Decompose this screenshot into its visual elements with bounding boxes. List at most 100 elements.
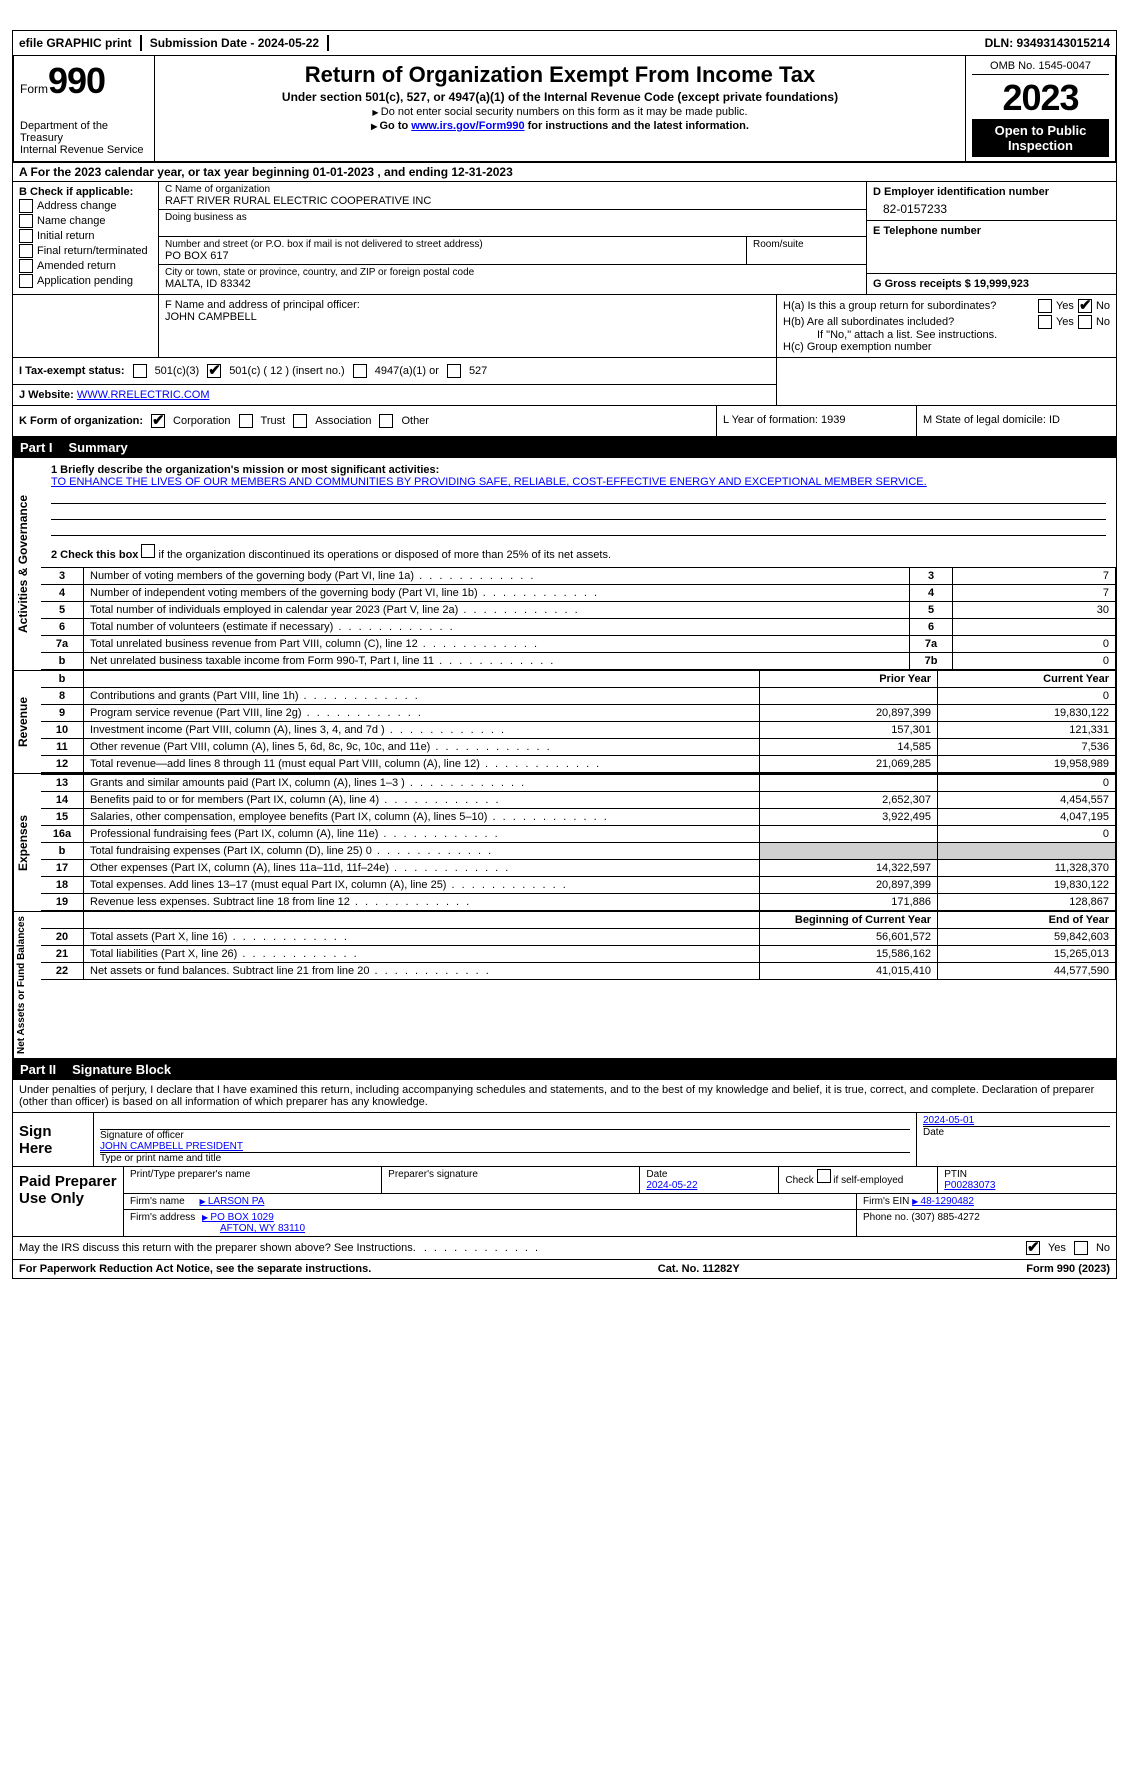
irs-link[interactable]: www.irs.gov/Form990: [411, 120, 524, 132]
cb-discuss-no[interactable]: [1074, 1241, 1088, 1255]
dept-label: Department of the Treasury: [20, 120, 148, 144]
section-f-h: F Name and address of principal officer:…: [12, 295, 1117, 358]
revenue-table: b Prior Year Current Year 8 Contribution…: [41, 671, 1116, 773]
section-c: C Name of organization RAFT RIVER RURAL …: [158, 182, 866, 294]
title-block: Return of Organization Exempt From Incom…: [154, 56, 965, 161]
cb-initial[interactable]: [19, 229, 33, 243]
section-i-j: I Tax-exempt status: 501(c)(3) 501(c) ( …: [12, 358, 1117, 406]
cb-other[interactable]: [379, 414, 393, 428]
phone: Phone no. (307) 885-4272: [856, 1210, 1116, 1236]
cb-ha-yes[interactable]: [1038, 299, 1052, 313]
table-row: 8 Contributions and grants (Part VIII, l…: [41, 688, 1116, 705]
declaration: Under penalties of perjury, I declare th…: [12, 1080, 1117, 1113]
sub2: Do not enter social security numbers on …: [161, 106, 959, 118]
net-table: Beginning of Current Year End of Year 20…: [41, 912, 1116, 980]
revenue-section: Revenue b Prior Year Current Year 8 Cont…: [12, 671, 1117, 774]
cb-discuss-yes[interactable]: [1026, 1241, 1040, 1255]
table-row: 20 Total assets (Part X, line 16) 56,601…: [41, 929, 1116, 946]
activities-section: Activities & Governance 1 Briefly descri…: [12, 458, 1117, 671]
table-row: 5 Total number of individuals employed i…: [41, 602, 1116, 619]
discuss-row: May the IRS discuss this return with the…: [12, 1237, 1117, 1260]
cb-hb-no[interactable]: [1078, 315, 1092, 329]
table-row: b Total fundraising expenses (Part IX, c…: [41, 843, 1116, 860]
irs-label: Internal Revenue Service: [20, 144, 148, 156]
form-header: Form990 Department of the Treasury Inter…: [12, 56, 1117, 163]
part2-header: Part II Signature Block: [12, 1059, 1117, 1080]
section-d-e-g: D Employer identification number 82-0157…: [866, 182, 1116, 294]
table-row: 3 Number of voting members of the govern…: [41, 568, 1116, 585]
topbar: efile GRAPHIC print Submission Date - 20…: [12, 30, 1117, 56]
mission-block: 1 Briefly describe the organization's mi…: [41, 458, 1116, 567]
cb-hb-yes[interactable]: [1038, 315, 1052, 329]
paid-preparer-block: Paid Preparer Use Only Print/Type prepar…: [12, 1167, 1117, 1237]
footer: For Paperwork Reduction Act Notice, see …: [12, 1260, 1117, 1279]
sign-here-block: Sign Here Signature of officer JOHN CAMP…: [12, 1113, 1117, 1167]
org-address: PO BOX 617: [165, 250, 740, 262]
table-row: 10 Investment income (Part VIII, column …: [41, 722, 1116, 739]
return-title: Return of Organization Exempt From Incom…: [161, 62, 959, 88]
firm-addr2: AFTON, WY 83110: [220, 1223, 850, 1234]
expenses-table: 13 Grants and similar amounts paid (Part…: [41, 774, 1116, 911]
firm-name: LARSON PA: [199, 1196, 264, 1207]
table-row: 7a Total unrelated business revenue from…: [41, 636, 1116, 653]
sub3: Go to www.irs.gov/Form990 for instructio…: [161, 120, 959, 132]
table-row: 13 Grants and similar amounts paid (Part…: [41, 775, 1116, 792]
firm-addr1: PO BOX 1029: [202, 1212, 274, 1223]
efile-label: efile GRAPHIC print: [19, 36, 132, 50]
cb-corp[interactable]: [151, 414, 165, 428]
cb-pending[interactable]: [19, 274, 33, 288]
cb-final[interactable]: [19, 244, 33, 258]
table-row: b Net unrelated business taxable income …: [41, 653, 1116, 670]
table-row: 19 Revenue less expenses. Subtract line …: [41, 894, 1116, 911]
dln-label: DLN: 93493143015214: [985, 36, 1110, 50]
website-link[interactable]: WWW.RRELECTRIC.COM: [77, 389, 210, 401]
year-box: OMB No. 1545-0047 2023 Open to Public In…: [965, 56, 1115, 161]
officer-name: JOHN CAMPBELL: [165, 311, 770, 323]
table-row: 22 Net assets or fund balances. Subtract…: [41, 963, 1116, 980]
firm-ein: 48-1290482: [912, 1196, 974, 1207]
table-row: 11 Other revenue (Part VIII, column (A),…: [41, 739, 1116, 756]
prep-date: 2024-05-22: [646, 1180, 772, 1191]
org-name: RAFT RIVER RURAL ELECTRIC COOPERATIVE IN…: [165, 195, 860, 207]
cb-527[interactable]: [447, 364, 461, 378]
cb-4947[interactable]: [353, 364, 367, 378]
table-row: 4 Number of independent voting members o…: [41, 585, 1116, 602]
table-row: 12 Total revenue—add lines 8 through 11 …: [41, 756, 1116, 773]
cb-address[interactable]: [19, 199, 33, 213]
officer-sig-name: JOHN CAMPBELL PRESIDENT: [100, 1141, 910, 1152]
cb-501c[interactable]: [207, 364, 221, 378]
part1-header: Part I Summary: [12, 437, 1117, 458]
cb-trust[interactable]: [239, 414, 253, 428]
year-formation: L Year of formation: 1939: [716, 406, 916, 436]
cb-name[interactable]: [19, 214, 33, 228]
submission-date: Submission Date - 2024-05-22: [150, 36, 319, 50]
cb-self-emp[interactable]: [817, 1169, 831, 1183]
table-row: 15 Salaries, other compensation, employe…: [41, 809, 1116, 826]
gross-receipts: G Gross receipts $ 19,999,923: [873, 278, 1110, 290]
period-bar: A For the 2023 calendar year, or tax yea…: [12, 163, 1117, 182]
cb-amended[interactable]: [19, 259, 33, 273]
ptin: P00283073: [944, 1180, 1110, 1191]
cb-ha-no[interactable]: [1078, 299, 1092, 313]
cb-501c3[interactable]: [133, 364, 147, 378]
table-row: 16a Professional fundraising fees (Part …: [41, 826, 1116, 843]
cb-assoc[interactable]: [293, 414, 307, 428]
section-b: B Check if applicable: Address change Na…: [13, 182, 158, 294]
table-row: 17 Other expenses (Part IX, column (A), …: [41, 860, 1116, 877]
net-section: Net Assets or Fund Balances Beginning of…: [12, 912, 1117, 1059]
table-row: 18 Total expenses. Add lines 13–17 (must…: [41, 877, 1116, 894]
cb-discontinued[interactable]: [141, 544, 155, 558]
inspection-label: Open to Public Inspection: [972, 119, 1109, 157]
org-city: MALTA, ID 83342: [165, 278, 860, 290]
table-row: 9 Program service revenue (Part VIII, li…: [41, 705, 1116, 722]
section-k-l-m: K Form of organization: Corporation Trus…: [12, 406, 1117, 437]
sub1: Under section 501(c), 527, or 4947(a)(1)…: [161, 90, 959, 104]
expenses-section: Expenses 13 Grants and similar amounts p…: [12, 774, 1117, 912]
table-row: 6 Total number of volunteers (estimate i…: [41, 619, 1116, 636]
tax-year: 2023: [972, 77, 1109, 119]
sig-date: 2024-05-01: [923, 1115, 1110, 1127]
ag-table: 3 Number of voting members of the govern…: [41, 567, 1116, 670]
domicile: M State of legal domicile: ID: [916, 406, 1116, 436]
omb: OMB No. 1545-0047: [972, 60, 1109, 75]
ein: 82-0157233: [883, 202, 1110, 216]
